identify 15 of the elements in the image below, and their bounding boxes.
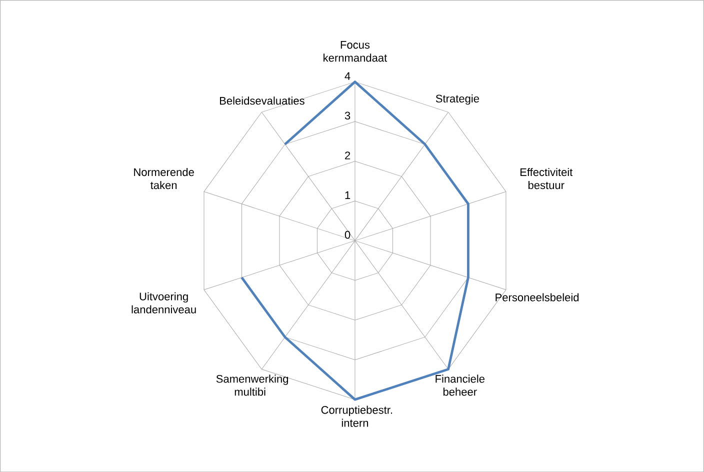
y-tick-label: 3 [344,112,350,120]
y-tick-label: 1 [345,191,350,199]
y-tick-label: 0 [344,230,350,239]
y-tick-label: 4 [344,72,350,80]
spoke-label: Corruptiebestr. intern [321,406,392,427]
spoke-label: Focus kernmandaat [324,40,388,62]
spoke-label: Effectiviteit bestuur [520,168,573,189]
spoke-label: Beleidsevaluaties [220,96,304,105]
spoke-label: Normerende taken [134,168,194,189]
spoke-label: Strategie [436,94,480,105]
spoke-label: Samenwerking multibi [216,374,288,396]
spoke-label: Uitvoering landenniveau [132,292,196,314]
y-tick-label: 2 [345,151,350,160]
spoke-label: Financiele beheer [436,374,484,396]
spoke-label: Personeelsbeleid [496,293,579,302]
